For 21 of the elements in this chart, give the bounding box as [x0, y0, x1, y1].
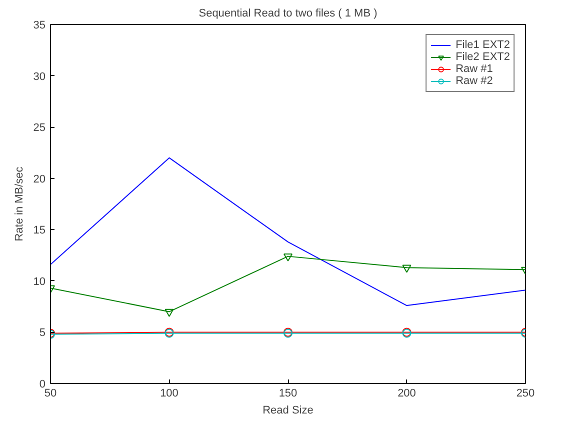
y-tick-label: 30	[33, 70, 46, 83]
y-axis-title: Rate in MB/sec	[13, 166, 26, 242]
y-tick-label: 0	[39, 378, 46, 390]
x-axis-title: Read Size	[262, 404, 314, 416]
legend-label: Raw #2	[456, 75, 493, 87]
legend-label: File1 EXT2	[456, 39, 510, 51]
y-tick-label: 5	[39, 327, 46, 340]
x-tick-label: 150	[278, 388, 298, 400]
y-tick-label: 15	[33, 224, 46, 237]
line-series	[50, 157, 526, 306]
x-tick-label: 50	[44, 388, 57, 400]
legend-label: File2 EXT2	[456, 51, 510, 63]
y-tick-label: 25	[33, 122, 46, 134]
x-tick-label: 200	[398, 388, 416, 400]
x-tick-label: 100	[160, 388, 178, 400]
y-tick-label: 20	[33, 173, 46, 186]
x-tick-label: 250	[516, 388, 535, 400]
chart-title: Sequential Read to two files ( 1 MB )	[198, 8, 378, 20]
y-tick-label: 35	[33, 20, 46, 32]
legend-label: Raw #1	[456, 63, 493, 75]
y-tick-label: 10	[33, 276, 46, 288]
